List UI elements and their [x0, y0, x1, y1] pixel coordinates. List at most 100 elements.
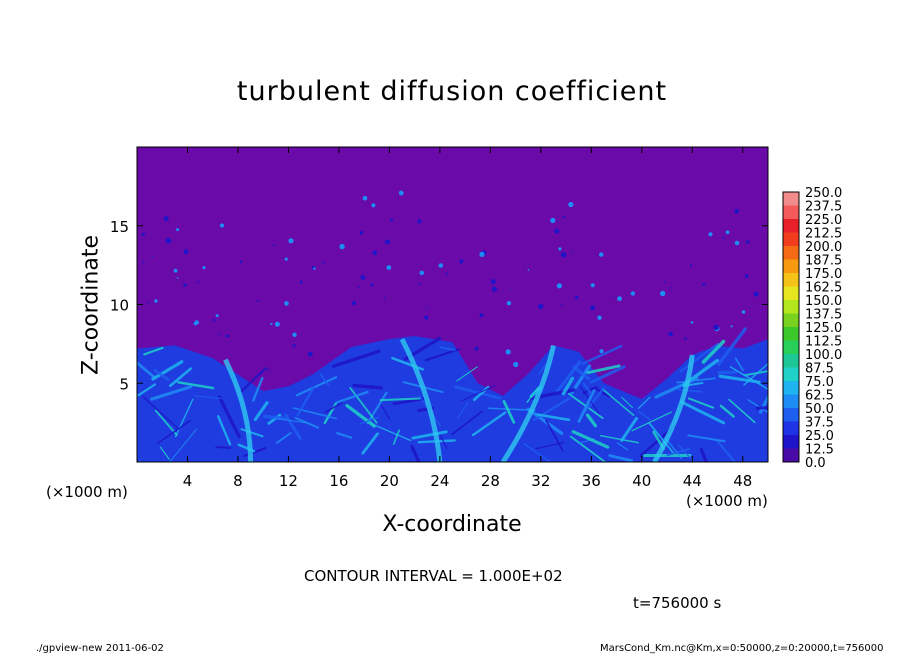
turbulence-streak [150, 385, 193, 401]
eddy-spot [352, 301, 357, 306]
footer-left: ./gpview-new 2011-06-02 [36, 643, 164, 654]
colorbar-level-label: 175.0 [805, 267, 842, 282]
turbulence-streak [666, 447, 691, 457]
eddy-spot [362, 195, 368, 201]
turbulence-streak [439, 435, 448, 449]
x-unit-right: (×1000 m) [686, 492, 768, 510]
turbulence-streak [157, 419, 191, 444]
colorbar-swatch [783, 367, 799, 382]
turbulence-streak [215, 446, 232, 449]
eddy-spot [612, 295, 615, 298]
eddy-spot [163, 216, 169, 222]
colorbar-level-label: 12.5 [805, 443, 834, 458]
turbulence-streak [621, 396, 633, 409]
turbulence-streak [410, 444, 421, 462]
footer-right: MarsCond_Km.nc@Km,x=0:50000,z=0:20000,t=… [600, 643, 884, 654]
eddy-spot [669, 287, 672, 289]
turbulence-streak [143, 346, 164, 356]
turbulence-streak [585, 413, 598, 428]
turbulence-streak [392, 429, 401, 445]
eddy-spot [273, 244, 275, 247]
eddy-spot [510, 287, 513, 289]
turbulence-streak [274, 417, 308, 424]
eddy-spot [491, 286, 497, 292]
eddy-spot [292, 344, 296, 348]
eddy-spot [570, 251, 572, 253]
y-axis-ticks: 5 10 15 [110, 218, 768, 393]
colorbar-swatch [783, 381, 799, 395]
plume-arc [500, 344, 556, 462]
eddy-spot [558, 247, 562, 251]
eddy-spot [663, 280, 666, 283]
eddy-spot [141, 232, 146, 236]
turbulence-streak [584, 387, 605, 412]
turbulence-streak [536, 413, 571, 422]
eddy-spot [284, 301, 289, 306]
turbulence-streak [424, 348, 461, 362]
x-tick-label: 24 [430, 472, 449, 490]
turbulence-streak [571, 430, 610, 449]
eddy-spot [479, 313, 484, 318]
colorbar-level-label: 250.0 [805, 186, 842, 201]
eddy-spot [568, 201, 574, 208]
eddy-spot [299, 280, 303, 284]
colorbar-swatch [783, 219, 799, 233]
turbulence-streak [589, 365, 626, 384]
plume-arc [399, 338, 443, 462]
eddy-spot [713, 324, 719, 330]
eddy-spot [390, 218, 393, 222]
colorbar-swatch [783, 273, 799, 287]
turbulence-streak [582, 386, 598, 395]
colorbar-swatch [783, 192, 799, 206]
turbulence-streak [174, 398, 194, 438]
turbulence-streak [451, 410, 483, 436]
eddy-spot [425, 308, 428, 310]
x-tick-label: 40 [632, 472, 651, 490]
y-tick-label: 15 [110, 218, 129, 236]
turbulence-streak [240, 428, 264, 438]
colorbar-level-label: 50.0 [805, 402, 834, 417]
turbulence-streak [275, 432, 292, 444]
turbulence-streak [715, 438, 737, 462]
colorbar-level-label: 137.5 [805, 308, 842, 323]
turbulence-streak [319, 373, 330, 387]
eddy-spot [506, 301, 512, 306]
eddy-spot [183, 249, 189, 255]
eddy-spot [560, 252, 567, 258]
colorbar-swatch [783, 448, 799, 463]
eddy-spot [183, 283, 187, 287]
colorbar-level-label: 162.5 [805, 281, 842, 296]
turbulence-streak [545, 419, 564, 452]
turbulence-streak [638, 410, 651, 421]
turbulence-streak [687, 434, 726, 443]
turbulence-streak [142, 395, 178, 429]
eddy-spot [418, 283, 421, 286]
colorbar-level-label: 75.0 [805, 375, 834, 390]
colorbar-swatch [783, 259, 799, 274]
turbulence-streak [717, 327, 747, 366]
turbulence-streak [734, 357, 744, 372]
x-axis-label: X-coordinate [382, 512, 522, 537]
turbulence-streak [616, 442, 629, 451]
eddy-spot [684, 337, 687, 340]
eddy-spot [479, 251, 485, 257]
eddy-spot [288, 238, 294, 244]
eddy-spot [256, 300, 259, 302]
colorbar-level-label: 100.0 [805, 348, 842, 363]
turbulence-streak [217, 395, 241, 439]
field-layer [137, 190, 768, 462]
turbulence-streak [679, 342, 719, 373]
turbulence-streak [599, 434, 639, 444]
turbulence-streak [454, 385, 502, 400]
eddy-spot [339, 243, 345, 250]
colorbar-swatch [783, 354, 799, 368]
eddy-spot [386, 265, 392, 270]
turbulence-streak [523, 443, 552, 462]
turbulence-streak [153, 368, 170, 381]
eddy-spot [417, 219, 422, 224]
eddy-spot [563, 215, 566, 219]
eddy-spot [575, 295, 579, 300]
turbulence-streak [151, 360, 184, 381]
eddy-spot [270, 322, 273, 325]
eddy-spot [371, 203, 376, 208]
